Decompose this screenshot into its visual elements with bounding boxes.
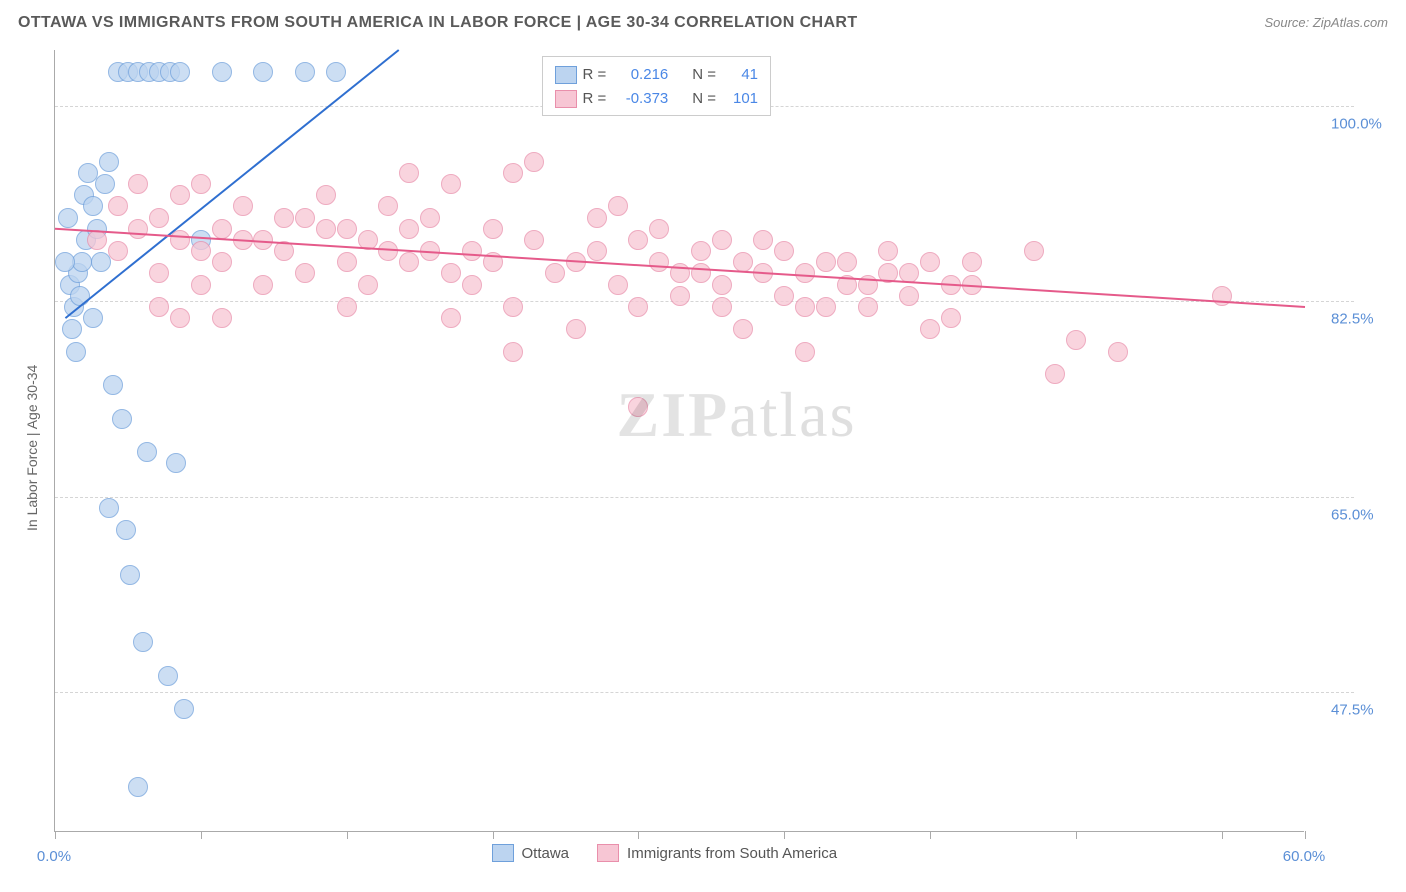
legend-swatch-icon xyxy=(555,66,577,84)
legend-r-value: -0.373 xyxy=(612,87,668,111)
legend-swatch-icon xyxy=(492,844,514,862)
y-tick-label: 82.5% xyxy=(1331,311,1374,328)
chart-title: OTTAWA VS IMMIGRANTS FROM SOUTH AMERICA … xyxy=(18,14,858,32)
source-attribution: Source: ZipAtlas.com xyxy=(1264,15,1388,30)
series-legend: Ottawa Immigrants from South America xyxy=(492,844,838,862)
x-tick xyxy=(638,831,639,839)
y-tick-label: 100.0% xyxy=(1331,115,1382,132)
x-tick xyxy=(930,831,931,839)
legend-r-value: 0.216 xyxy=(612,63,668,87)
x-tick xyxy=(1305,831,1306,839)
legend-item: Immigrants from South America xyxy=(597,844,837,862)
x-tick xyxy=(55,831,56,839)
plot-area: 47.5%65.0%82.5%100.0% xyxy=(54,50,1304,832)
legend-r-label: R = xyxy=(583,87,607,111)
legend-n-label: N = xyxy=(692,63,716,87)
legend-row: R =0.216 N =41 xyxy=(555,63,759,87)
x-axis-min-label: 0.0% xyxy=(37,848,71,865)
legend-swatch-icon xyxy=(555,90,577,108)
x-tick xyxy=(493,831,494,839)
legend-swatch-icon xyxy=(597,844,619,862)
legend-n-label: N = xyxy=(692,87,716,111)
y-tick-label: 47.5% xyxy=(1331,702,1374,719)
legend-r-label: R = xyxy=(583,63,607,87)
y-axis-label: In Labor Force | Age 30-34 xyxy=(24,365,40,531)
y-tick-label: 65.0% xyxy=(1331,506,1374,523)
x-tick xyxy=(784,831,785,839)
legend-n-value: 41 xyxy=(722,63,758,87)
legend-item: Ottawa xyxy=(492,844,570,862)
trend-line xyxy=(55,50,1305,832)
x-tick xyxy=(201,831,202,839)
legend-n-value: 101 xyxy=(722,87,758,111)
x-tick xyxy=(347,831,348,839)
title-bar: OTTAWA VS IMMIGRANTS FROM SOUTH AMERICA … xyxy=(18,14,1388,32)
correlation-legend: R =0.216 N =41 R =-0.373 N =101 xyxy=(542,56,772,116)
x-tick xyxy=(1222,831,1223,839)
legend-series-label: Immigrants from South America xyxy=(627,845,837,862)
legend-row: R =-0.373 N =101 xyxy=(555,87,759,111)
legend-series-label: Ottawa xyxy=(522,845,570,862)
x-tick xyxy=(1076,831,1077,839)
x-axis-max-label: 60.0% xyxy=(1283,848,1326,865)
